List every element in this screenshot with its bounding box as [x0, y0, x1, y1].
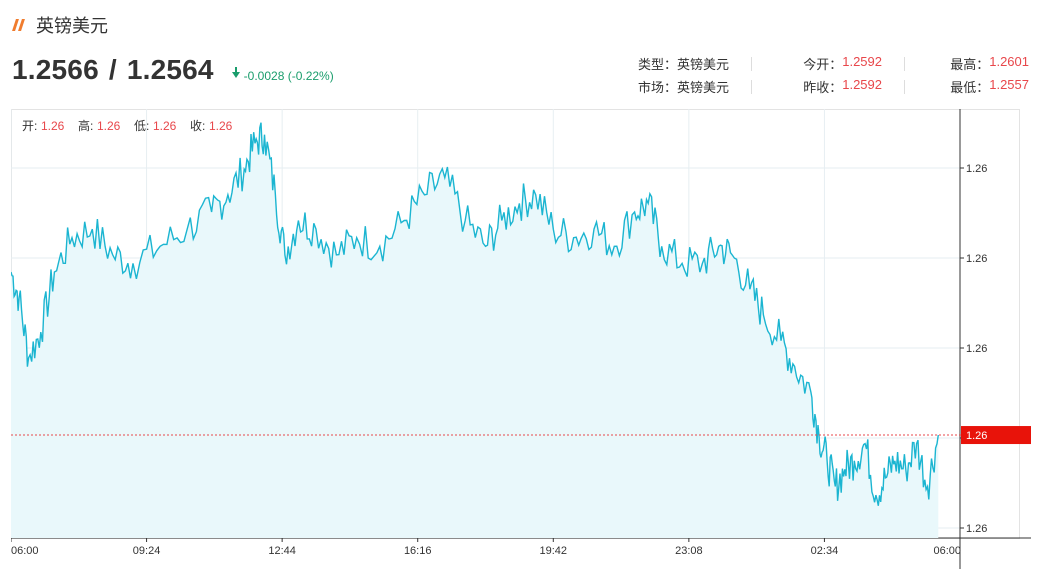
price-line	[10, 122, 939, 506]
stat-high-label: 最高：	[950, 57, 990, 72]
y-tick-label: 1.26	[966, 253, 987, 265]
price-change: -0.0028 (-0.22%)	[231, 67, 334, 83]
ohlc-bar: 开: 1.26 高: 1.26 低: 1.26 收: 1.26	[22, 118, 233, 133]
stat-type-value: 英镑美元	[676, 57, 729, 72]
x-tick-label: 06:00	[11, 545, 39, 557]
stat-low-label: 最低：	[950, 80, 990, 95]
x-tick-label: 06:00	[933, 545, 961, 557]
x-tick-label: 12:44	[268, 545, 296, 557]
page-title: 英镑美元	[36, 16, 108, 36]
double-slash-icon	[12, 18, 26, 32]
ohlc-high-label: 高:	[78, 118, 93, 133]
ohlc-open-label: 开:	[22, 119, 37, 133]
stat-market-value: 英镑美元	[676, 80, 729, 95]
x-tick-label: 09:24	[133, 545, 161, 557]
stat-low-value: 1.2557	[989, 77, 1029, 92]
divider	[751, 56, 752, 71]
ohlc-close-value: 1.26	[209, 119, 233, 133]
stat-prev-close-value: 1.2592	[842, 77, 882, 92]
stat-prev-close-label: 昨收：	[803, 80, 843, 95]
stat-open: 今开： 1.2592	[766, 54, 882, 73]
stats-row-1: 类型： 英镑美元 今开： 1.2592 最高： 1.2601	[589, 52, 1029, 75]
price-area-fill	[11, 122, 939, 538]
x-tick-label: 16:16	[404, 545, 432, 557]
stat-type: 类型： 英镑美元	[589, 54, 729, 73]
x-tick-label: 19:42	[540, 545, 568, 557]
stat-open-label: 今开：	[803, 57, 843, 72]
stat-high-value: 1.2601	[989, 54, 1029, 69]
stat-high: 最高： 1.2601	[919, 54, 1029, 73]
bid-price: 1.2566	[12, 54, 99, 85]
ohlc-low-value: 1.26	[153, 119, 177, 133]
current-price-tag-label: 1.26	[966, 430, 987, 442]
y-tick-label: 1.26	[966, 163, 987, 175]
divider	[904, 56, 905, 71]
y-tick-label: 1.26	[966, 343, 987, 355]
chart-area[interactable]: 1.26 1.26 1.26 1.26 1.26 06:00 09:24 12:44 16:1…	[10, 109, 1035, 569]
ohlc-high-value: 1.26	[97, 119, 121, 133]
x-axis-labels: 06:00 09:24 12:44 16:16 19:42 23:08 02:34 06:00	[10, 538, 961, 557]
arrow-down-icon	[231, 67, 240, 78]
ohlc-low-label: 低:	[134, 119, 149, 133]
title-row: 英镑美元	[12, 12, 108, 38]
stat-market-label: 市场：	[637, 80, 677, 95]
stat-market: 市场： 英镑美元	[589, 77, 729, 96]
stat-prev-close: 昨收： 1.2592	[766, 77, 882, 96]
ohlc-close-label: 收:	[190, 119, 205, 133]
price-separator: /	[108, 54, 117, 85]
ask-price: 1.2564	[126, 54, 214, 85]
price-chart[interactable]: 1.26 1.26 1.26 1.26 1.26 06:00 09:24 12:44 16:1…	[10, 109, 1035, 569]
stat-open-value: 1.2592	[842, 54, 882, 69]
ohlc-open-value: 1.26	[41, 119, 65, 133]
stat-low: 最低： 1.2557	[919, 77, 1029, 96]
y-axis-labels: 1.26 1.26 1.26 1.26 1.26	[960, 163, 987, 535]
current-price-tag	[961, 426, 1031, 445]
stats-row-2: 市场： 英镑美元 昨收： 1.2592 最低： 1.2557	[589, 75, 1029, 98]
stats-panel: 类型： 英镑美元 今开： 1.2592 最高： 1.2601 市场： 英镑美元 …	[589, 52, 1029, 98]
x-tick-label: 23:08	[675, 545, 703, 557]
divider	[904, 79, 905, 94]
x-tick-label: 02:34	[811, 545, 839, 557]
price-change-value: -0.0028 (-0.22%)	[243, 69, 334, 83]
price-row: 1.2566 / 1.2564 -0.0028 (-0.22%)	[12, 54, 334, 86]
divider	[751, 79, 752, 94]
y-tick-label: 1.26	[966, 523, 987, 535]
stat-type-label: 类型：	[637, 57, 677, 72]
